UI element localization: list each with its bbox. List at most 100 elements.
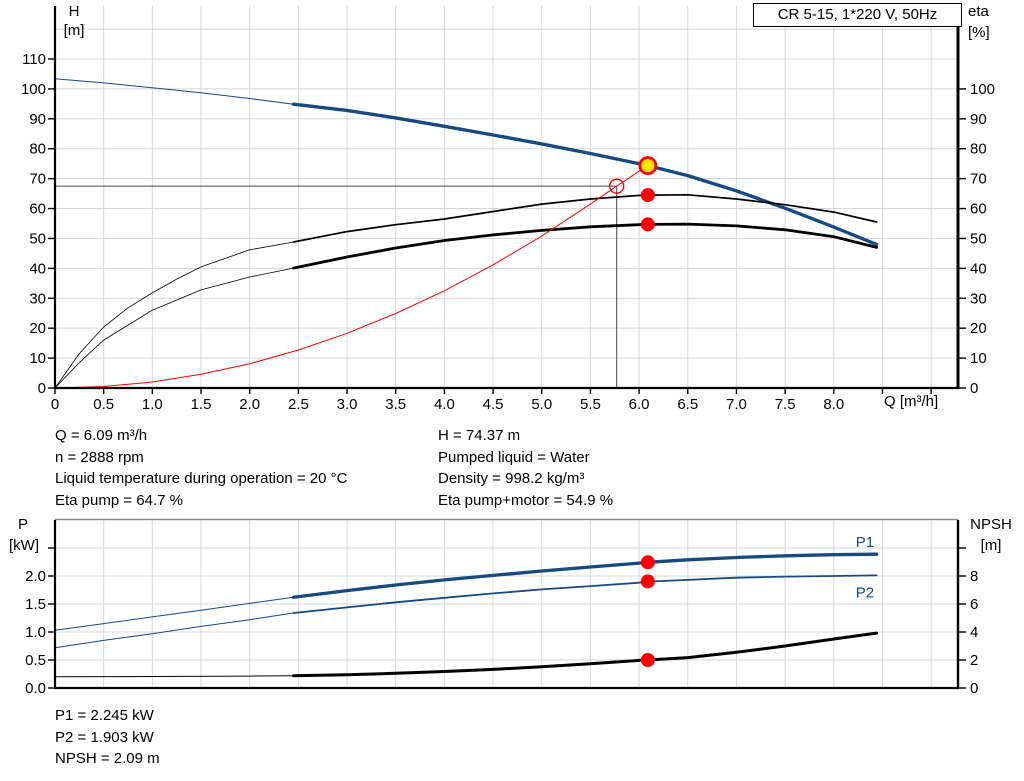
- left-tick-label: 0.0: [25, 680, 46, 697]
- x-tick-label: 8.0: [823, 396, 844, 413]
- left-tick-label: 60: [29, 201, 46, 218]
- right-tick-label: 2: [970, 652, 978, 669]
- duty-point-eta-pump: [640, 188, 655, 203]
- eta-pump-motor-curve: [292, 222, 878, 270]
- right-tick-label: 80: [970, 141, 987, 158]
- eta-pump-motor-extrapolated: [54, 267, 294, 389]
- left-tick-label: 10: [29, 350, 46, 367]
- x-tick-label: 0: [51, 396, 59, 413]
- x-tick-label: 7.0: [726, 396, 747, 413]
- right-tick-label: 60: [970, 201, 987, 218]
- series: [54, 552, 879, 678]
- x-tick-label: 4.5: [483, 396, 504, 413]
- p1-curve: [291, 552, 879, 599]
- pump-type-label: CR 5-15, 1*220 V, 50Hz: [777, 6, 938, 23]
- head-curve-extrapolated: [54, 78, 294, 105]
- left-tick-label: 80: [29, 141, 46, 158]
- power-axis-unit: [kW]: [9, 537, 39, 554]
- power-data-column: P1 = 2.245 kW P2 = 1.903 kW NPSH = 2.09 …: [55, 705, 160, 770]
- eta-pump-curve: [292, 193, 878, 243]
- gridlines: [55, 520, 958, 688]
- system-curve: [54, 165, 649, 389]
- x-tick-label: 1.0: [142, 396, 163, 413]
- eta-axis-title: eta: [968, 3, 989, 20]
- eta-pump-extrapolated: [54, 241, 294, 389]
- axes: [53, 6, 960, 390]
- ticks: 0 10 20 30 40 50 60 70 80 90 100 110 0 10 20 30 40 50 60 70…: [21, 51, 995, 413]
- right-tick-label: 10: [970, 350, 987, 367]
- head-axis-title: H: [68, 3, 80, 20]
- npsh-axis-title: NPSH: [970, 516, 1012, 533]
- eta-pump-value: Eta pump = 64.7 %: [55, 492, 183, 510]
- duty-point-p2: [640, 574, 655, 589]
- head-curve: [291, 102, 879, 247]
- left-tick-label: 50: [29, 230, 46, 247]
- density-value: Density = 998.2 kg/m³: [438, 470, 585, 488]
- left-tick-label: 0: [38, 380, 46, 397]
- right-tick-label: 50: [970, 230, 987, 247]
- left-tick-label: 40: [29, 260, 46, 277]
- head-axis-unit: [m]: [63, 22, 85, 39]
- left-tick-label: 30: [29, 290, 46, 307]
- p1-value: P1 = 2.245 kW: [55, 707, 154, 724]
- left-tick-label: 70: [29, 171, 46, 188]
- npsh-value: NPSH = 2.09 m: [55, 750, 160, 768]
- x-tick-label: 6.5: [677, 396, 698, 413]
- x-tick-label: 0.5: [93, 396, 114, 413]
- right-tick-label: 100: [970, 81, 995, 98]
- x-tick-label: 5.5: [580, 396, 601, 413]
- duty-point-markers: [640, 555, 655, 667]
- left-tick-label: 0.5: [25, 652, 46, 669]
- head-value: H = 74.37 m: [438, 427, 521, 444]
- power-axis-title: P: [17, 516, 28, 533]
- p2-curve: [292, 574, 878, 614]
- left-tick-label: 110: [22, 51, 46, 68]
- series: [54, 78, 879, 389]
- eta-axis-unit: [%]: [968, 24, 990, 41]
- left-tick-label: 20: [29, 320, 46, 337]
- duty-point-p1: [640, 555, 655, 570]
- npsh-curve: [292, 631, 879, 678]
- flow-value: Q = 6.09 m³/h: [55, 427, 148, 444]
- p1-curve-extrapolated: [54, 596, 294, 631]
- duty-point-head: [638, 156, 658, 175]
- x-tick-label: 6.0: [629, 396, 650, 413]
- right-tick-label: 90: [970, 111, 987, 128]
- duty-data-left-column: Q = 6.09 m³/h n = 2888 rpm Liquid temper…: [55, 425, 347, 512]
- left-tick-label: 1.5: [25, 596, 46, 613]
- x-tick-label: 7.5: [775, 396, 796, 413]
- npsh-axis-unit: [m]: [980, 537, 1002, 554]
- x-tick-label: 3.0: [337, 396, 358, 413]
- ticks: 0.0 0.5 1.0 1.5 2.0 0 2 4 6 8: [25, 547, 978, 697]
- duty-point-eta-pump-motor: [640, 217, 655, 232]
- speed-value: n = 2888 rpm: [55, 448, 144, 466]
- curve-label-p1: P1: [856, 534, 874, 551]
- right-tick-label: 40: [970, 260, 987, 277]
- right-tick-label: 0: [970, 380, 978, 397]
- duty-point-markers: [609, 156, 658, 232]
- x-tick-label: 2.5: [288, 396, 309, 413]
- right-tick-label: 0: [970, 680, 978, 697]
- x-tick-label: 2.0: [239, 396, 260, 413]
- pump-type-box: CR 5-15, 1*220 V, 50Hz: [753, 3, 962, 27]
- flow-axis-title: Q [m³/h]: [884, 393, 939, 410]
- power-npsh-chart: 0.0 0.5 1.0 1.5 2.0 0 2 4 6 8 P1 P2: [25, 518, 978, 697]
- duty-data-right-column: H = 74.37 m Pumped liquid = Water Densit…: [438, 425, 613, 512]
- left-tick-label: 90: [29, 111, 46, 128]
- liquid-temp-value: Liquid temperature during operation = 20…: [55, 470, 348, 488]
- p2-curve-extrapolated: [54, 612, 294, 649]
- pumped-liquid-value: Pumped liquid = Water: [438, 448, 590, 466]
- right-tick-label: 4: [970, 624, 978, 641]
- left-tick-label: 1.0: [25, 624, 46, 641]
- left-tick-label: 2.0: [25, 568, 46, 585]
- gridlines: [55, 6, 958, 388]
- head-eta-chart: 0 10 20 30 40 50 60 70 80 90 100 110 0 10 20 30 40 50 60 70…: [21, 6, 995, 413]
- x-tick-label: 4.0: [434, 396, 455, 413]
- right-tick-label: 70: [970, 171, 987, 188]
- npsh-curve-extrapolated: [54, 675, 294, 678]
- left-tick-label: 100: [21, 81, 46, 98]
- x-tick-label: 1.5: [191, 396, 212, 413]
- duty-point-npsh: [640, 653, 655, 667]
- right-tick-label: 8: [970, 568, 978, 585]
